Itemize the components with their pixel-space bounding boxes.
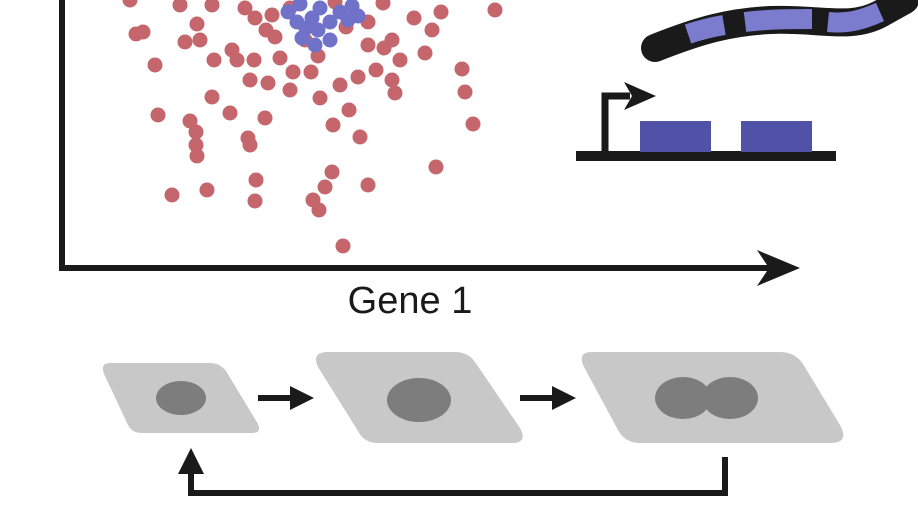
red-point [424,22,440,38]
growing-cell [315,352,523,443]
red-point [417,45,433,61]
red-point [177,34,193,50]
red-point [335,238,351,254]
blue-point [280,4,296,20]
red-point [384,32,400,48]
red-point [285,64,301,80]
red-point [206,52,222,68]
red-point [246,52,262,68]
red-point [147,57,163,73]
red-cell-points [122,0,503,254]
red-point [164,187,180,203]
red-point [182,113,198,129]
gene-model [576,82,836,161]
red-point [247,193,263,209]
red-point [428,159,444,175]
cycle-return-arrowhead [178,448,204,474]
red-point [272,50,288,66]
red-point [204,89,220,105]
promoter-arrow [601,92,630,151]
cycle-return-line [188,457,728,496]
x-axis-arrowhead [757,250,800,286]
dividing-cell [581,352,844,443]
red-point [341,102,357,118]
promoter-arrowhead [624,82,656,110]
blue-point [289,14,305,30]
blue-point [307,37,323,53]
red-point [360,37,376,53]
red-point [258,22,274,38]
red-point [135,24,151,40]
red-point [352,129,368,145]
red-point [237,0,253,16]
red-point [199,182,215,198]
blue-point [292,0,308,12]
red-point [189,148,205,164]
red-point [360,177,376,193]
red-point [311,202,327,218]
red-point [406,10,422,26]
red-point [242,137,258,153]
dividing-nucleus-right [702,377,758,419]
red-point [242,72,258,88]
red-point [465,116,481,132]
red-point [222,105,238,121]
arrow-to-dividing-cell [552,386,576,410]
small-cell [102,363,260,433]
red-point [172,0,188,13]
plot-axes [59,0,800,286]
red-point [350,69,366,85]
red-point [188,137,204,153]
x-axis-label: Gene 1 [347,280,473,322]
red-point [387,85,403,101]
red-point [122,0,138,8]
cell-cycle [102,352,844,496]
red-point [188,124,204,140]
red-point [264,7,280,23]
red-point [368,62,384,78]
red-point [433,4,449,20]
red-point [189,16,205,32]
red-point [457,84,473,100]
small-cell-nucleus [156,381,206,415]
blue-point [322,14,338,30]
blue-point [350,8,366,24]
red-point [150,107,166,123]
red-point [248,172,264,188]
red-point [282,82,298,98]
red-point [324,164,340,180]
red-point [375,0,391,11]
red-point [312,90,328,106]
growing-cell-nucleus [387,378,451,422]
rna-transcript [641,0,918,62]
red-point [257,110,273,126]
red-point [487,2,503,18]
blue-point [294,30,310,46]
blue-point [312,0,328,16]
red-point [192,32,208,48]
red-point [204,0,220,13]
exon-2 [741,121,812,152]
blue-point [322,32,338,48]
exon-1 [640,121,711,152]
red-point [303,64,319,80]
red-point [325,117,341,133]
red-point [229,52,245,68]
red-point [332,77,348,93]
blue-point [310,22,326,38]
red-point [260,75,276,91]
red-point [454,61,470,77]
red-point [247,10,263,26]
red-point [392,52,408,68]
red-point [317,179,333,195]
red-point [384,72,400,88]
dividing-nucleus-left [655,377,711,419]
arrow-to-growing-cell [290,386,314,410]
blue-cell-points [280,0,366,53]
